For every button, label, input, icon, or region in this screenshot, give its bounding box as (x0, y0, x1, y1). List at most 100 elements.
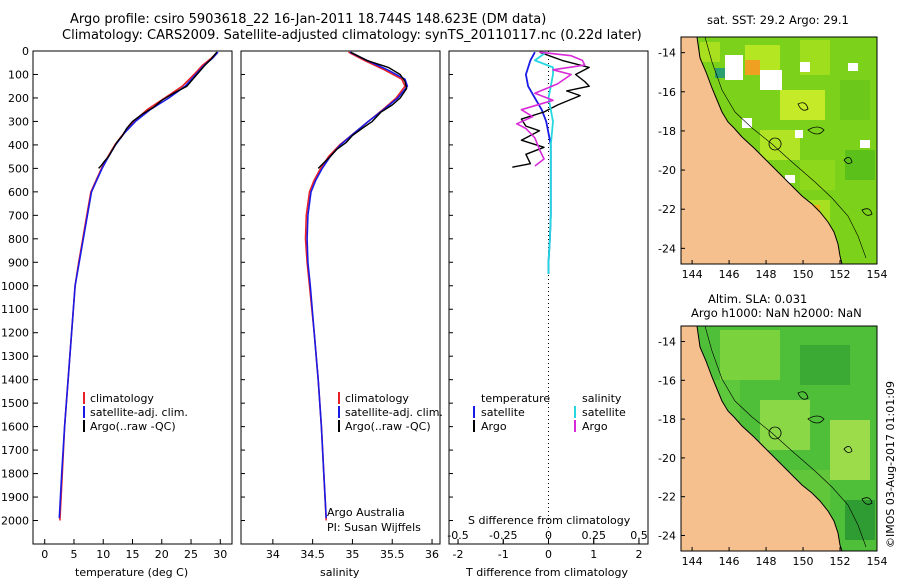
sla-map-lat-label: -20 (658, 452, 676, 465)
difference-xlabel-bottom: T difference from climatology (465, 566, 628, 579)
legend-salinity-header: salinity (582, 392, 622, 405)
legend-climatology-label: climatology (345, 392, 409, 405)
temperature-ytick-label: 900 (8, 256, 29, 269)
salinity-xlabel: salinity (320, 566, 360, 579)
salinity-xtick-label: 35 (345, 548, 359, 561)
temperature-ytick-label: 400 (8, 139, 29, 152)
sla-map-lat-label: -14 (658, 336, 676, 349)
legend-sal-satellite-label: satellite (582, 406, 626, 419)
sla-map-depth-contour (704, 326, 867, 548)
temperature-ytick-label: 1000 (1, 280, 29, 293)
sst-map-lat-label: -20 (658, 164, 676, 177)
sla-map-lon-label: 150 (793, 555, 814, 568)
sla-map-lon-label: 152 (830, 555, 851, 568)
sla-map-reefs (768, 391, 873, 505)
imos-timestamp: ©IMOS 03-Aug-2017 01:01:09 (884, 381, 897, 548)
temperature-series-climatology (59, 51, 218, 521)
temperature-panel: 0 5 10 15 20 25 300100200300400500600700800900… (1, 45, 233, 579)
temperature-xtick-label: 0 (41, 548, 48, 561)
difference-legend: temperature salinity satellite Argo sate… (473, 392, 626, 433)
temperature-ytick-label: 300 (8, 115, 29, 128)
temperature-xtick-label: 25 (184, 548, 198, 561)
sla-map-lat-label: -18 (658, 413, 676, 426)
legend-climatology-label: climatology (90, 392, 154, 405)
temperature-ytick-label: 100 (8, 68, 29, 81)
temperature-xtick-label: 30 (213, 548, 227, 561)
sst-map-title: sat. SST: 29.2 Argo: 29.1 (707, 13, 849, 27)
temperature-xtick-label: 10 (96, 548, 110, 561)
credit-line1: Argo Australia (327, 506, 405, 519)
sst-map-lon-label: 148 (756, 268, 777, 281)
legend-sal-argo-label: Argo (582, 420, 608, 433)
sst-map-reefs (768, 102, 873, 216)
sst-map-depth-contour (704, 37, 867, 259)
salinity-series-climatology (304, 51, 406, 521)
temperature-ytick-label: 0 (22, 45, 29, 58)
sla-map-frame (680, 325, 878, 552)
temperature-ytick-label: 200 (8, 92, 29, 105)
salinity-plot-frame (240, 50, 441, 545)
temperature-ytick-label: 1500 (1, 397, 29, 410)
temperature-ytick-label: 1300 (1, 350, 29, 363)
figure-title-line2: Climatology: CARS2009. Satellite-adjuste… (62, 28, 642, 43)
difference-xtick-label: 0 (545, 548, 552, 561)
temperature-ytick-label: 700 (8, 209, 29, 222)
sla-map-lon-label: 148 (756, 555, 777, 568)
difference-xtick-label: -1 (498, 548, 509, 561)
difference-top-xtick-label: 0.5 (630, 529, 648, 542)
temperature-ytick-label: 1200 (1, 327, 29, 340)
temperature-ytick-label: 1600 (1, 421, 29, 434)
temperature-ytick-label: 600 (8, 186, 29, 199)
temperature-ytick-label: 2000 (1, 515, 29, 528)
legend-temperature-header: temperature (481, 392, 550, 405)
temperature-series-satellite-adj-clim- (58, 51, 219, 519)
difference-series-salinity-argo (516, 51, 586, 167)
credit-line2: PI: Susan Wijffels (327, 521, 421, 534)
temperature-ytick-label: 800 (8, 233, 29, 246)
sst-map-lon-label: 146 (719, 268, 740, 281)
sla-map-lat-label: -16 (658, 374, 676, 387)
temperature-ytick-label: 1700 (1, 444, 29, 457)
sla-map-lon-label: 144 (682, 555, 703, 568)
temperature-xtick-label: 5 (70, 548, 77, 561)
difference-plot-frame (448, 50, 649, 545)
sst-map-lat-label: -24 (658, 242, 676, 255)
difference-xtick-label: -2 (453, 548, 464, 561)
legend-argo-label: Argo(..raw -QC) (90, 420, 176, 433)
salinity-panel: 34 34.5 35 35.5 36 salinity climatology sate… (240, 50, 443, 579)
salinity-legend: climatology satellite-adj. clim. Argo(..… (338, 392, 443, 433)
sla-map-land (681, 326, 843, 551)
salinity-series-argo-raw-qc- (317, 51, 408, 169)
sla-map-title1: Altim. SLA: 0.031 (708, 292, 807, 306)
sla-map: Altim. SLA: 0.031 Argo h1000: NaN h2000:… (658, 292, 887, 568)
sst-map-lon-label: 144 (682, 268, 703, 281)
sla-map-lat-label: -22 (658, 491, 676, 504)
temperature-xtick-label: 20 (155, 548, 169, 561)
sst-map-land (681, 37, 843, 264)
salinity-xtick-label: 35.5 (380, 548, 405, 561)
sst-map-lon-label: 150 (793, 268, 814, 281)
legend-satellite-label: satellite-adj. clim. (90, 406, 188, 419)
sst-map-frame (680, 36, 878, 265)
temperature-series-argo-raw-qc- (98, 51, 218, 169)
sst-map-lat-label: -18 (658, 125, 676, 138)
sst-warm-patch (745, 60, 760, 75)
legend-argo-label: Argo(..raw -QC) (345, 420, 431, 433)
sst-map-lon-label: 154 (867, 268, 888, 281)
legend-satellite-label: satellite-adj. clim. (345, 406, 443, 419)
sst-map-lat-label: -22 (658, 203, 676, 216)
sst-map-lat-label: -14 (658, 47, 676, 60)
salinity-series-satellite-adj-clim- (306, 51, 409, 519)
temperature-ytick-label: 1400 (1, 374, 29, 387)
sla-map-lat-label: -24 (658, 529, 676, 542)
temperature-ytick-label: 1800 (1, 468, 29, 481)
sst-map-lon-label: 152 (830, 268, 851, 281)
sst-map: sat. SST: 29.2 Argo: 29.1 (658, 13, 887, 281)
difference-xlabel-top: S difference from climatology (468, 514, 631, 527)
difference-top-xtick-label: -0.5 (447, 529, 468, 542)
temperature-ytick-label: 1100 (1, 303, 29, 316)
temperature-xlabel: temperature (deg C) (75, 566, 188, 579)
salinity-xtick-label: 34.5 (300, 548, 325, 561)
difference-top-xtick-label: 0.25 (581, 529, 606, 542)
